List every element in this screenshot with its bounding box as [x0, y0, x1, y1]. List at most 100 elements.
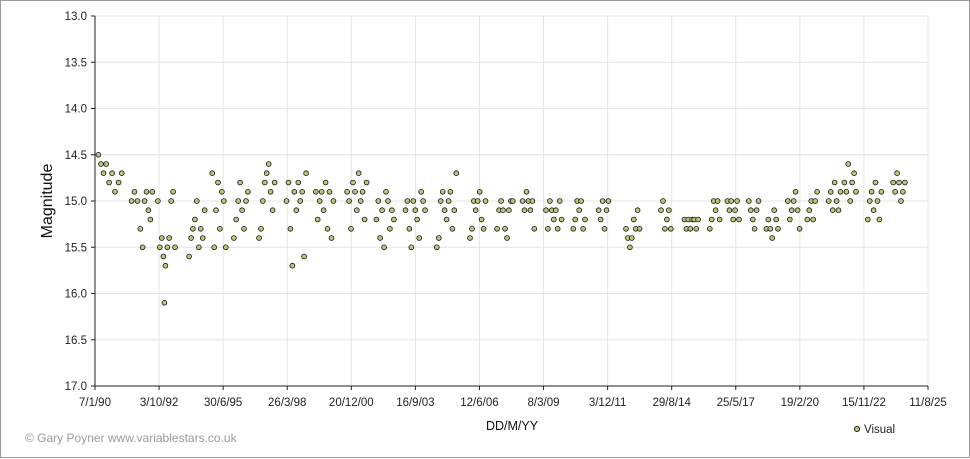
x-tick-label: 20/12/00: [329, 397, 374, 409]
data-point: [291, 189, 298, 195]
data-point: [263, 170, 270, 177]
data-point: [243, 198, 249, 204]
data-point: [215, 179, 221, 186]
data-point: [233, 216, 240, 223]
data-point: [558, 216, 565, 223]
data-point: [164, 244, 171, 251]
data-point: [391, 216, 397, 223]
data-point: [293, 207, 300, 214]
data-point: [851, 170, 857, 177]
data-point: [529, 198, 536, 204]
data-point: [420, 198, 426, 204]
data-point: [660, 198, 666, 204]
data-point: [806, 207, 813, 214]
data-point: [706, 226, 713, 232]
data-point: [406, 226, 413, 232]
data-point: [100, 170, 107, 177]
data-point: [373, 216, 380, 223]
data-point: [445, 198, 452, 204]
data-point: [219, 189, 225, 195]
data-point: [628, 235, 635, 241]
data-point: [161, 299, 168, 306]
data-point: [289, 262, 296, 269]
data-point: [241, 226, 247, 232]
data-point: [478, 216, 485, 223]
data-point: [480, 226, 487, 232]
data-point: [767, 226, 774, 232]
data-point: [469, 226, 475, 232]
data-point: [658, 207, 664, 214]
data-point: [734, 198, 740, 204]
x-tick-label: 29/8/14: [653, 397, 692, 409]
y-tick-label: 17.0: [65, 381, 87, 393]
data-point: [580, 226, 586, 232]
data-point: [131, 189, 138, 195]
data-point: [870, 207, 877, 214]
data-point: [389, 207, 395, 214]
data-point: [344, 189, 350, 195]
data-point: [853, 189, 859, 195]
data-point: [441, 207, 448, 214]
data-point: [303, 170, 309, 177]
data-point: [831, 179, 838, 186]
data-point: [412, 207, 419, 214]
data-point: [346, 198, 352, 204]
data-point: [433, 244, 440, 251]
data-point: [845, 161, 851, 167]
data-point: [137, 226, 144, 232]
data-point: [256, 235, 262, 241]
data-point: [552, 207, 559, 214]
x-tick-label: 8/3/09: [528, 397, 560, 409]
data-point: [221, 198, 227, 204]
x-tick-label: 19/2/20: [781, 397, 819, 409]
data-point: [357, 198, 364, 204]
data-point: [773, 216, 779, 223]
y-tick-label: 14.0: [65, 104, 87, 116]
data-point: [634, 207, 641, 214]
data-point: [790, 198, 797, 204]
data-point: [582, 216, 588, 223]
data-point: [115, 179, 122, 186]
y-tick-label: 13.0: [65, 11, 87, 23]
data-point: [784, 198, 791, 204]
y-axis-title: Magnitude: [39, 164, 56, 239]
data-point: [504, 235, 510, 241]
data-point: [320, 207, 327, 214]
data-point: [269, 207, 276, 214]
data-point: [237, 179, 243, 186]
x-tick-label: 12/6/06: [460, 397, 498, 409]
data-point: [217, 226, 223, 232]
data-point: [866, 198, 873, 204]
data-point: [827, 189, 834, 195]
data-point: [736, 216, 742, 223]
y-tick-label: 16.0: [65, 289, 87, 301]
data-point: [506, 207, 512, 214]
data-point: [352, 189, 358, 195]
data-point: [693, 226, 699, 232]
data-point: [843, 189, 850, 195]
data-point: [833, 198, 840, 204]
data-point: [109, 170, 115, 177]
data-point: [375, 198, 382, 204]
data-point: [324, 226, 331, 232]
data-point: [326, 189, 333, 195]
data-point: [159, 235, 165, 241]
y-tick-label: 16.5: [65, 335, 87, 347]
data-point: [379, 207, 385, 214]
data-point: [295, 179, 302, 186]
data-point: [201, 207, 208, 214]
data-point: [408, 244, 415, 251]
data-point: [695, 216, 701, 223]
data-point: [543, 207, 549, 214]
data-point: [712, 207, 719, 214]
data-point: [196, 244, 202, 251]
data-point: [597, 216, 604, 223]
data-point: [363, 179, 370, 186]
data-point: [451, 207, 458, 214]
data-point: [786, 216, 793, 223]
data-point: [223, 244, 229, 251]
x-axis-ticks: 7/1/90 3/10/92 30/6/95 26/3/98 20/12/00 16/9/…: [79, 386, 947, 409]
data-point: [521, 207, 528, 214]
data-point: [106, 179, 112, 186]
